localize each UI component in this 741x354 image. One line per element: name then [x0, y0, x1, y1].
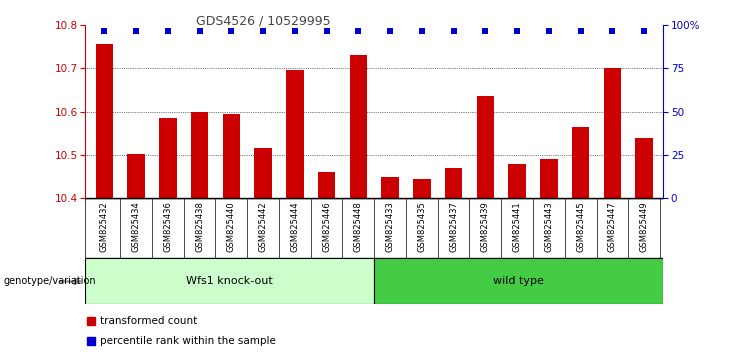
Text: transformed count: transformed count: [99, 316, 197, 326]
Text: GSM825442: GSM825442: [259, 201, 268, 252]
Text: GSM825445: GSM825445: [576, 201, 585, 252]
Bar: [636, 138, 653, 198]
Text: Wfs1 knock-out: Wfs1 knock-out: [186, 276, 273, 286]
Text: genotype/variation: genotype/variation: [4, 276, 96, 286]
Text: GDS4526 / 10529995: GDS4526 / 10529995: [196, 14, 331, 27]
Text: percentile rank within the sample: percentile rank within the sample: [99, 336, 276, 346]
Bar: [191, 112, 208, 198]
Text: GSM825446: GSM825446: [322, 201, 331, 252]
Text: GSM825444: GSM825444: [290, 201, 299, 252]
Text: GSM825435: GSM825435: [417, 201, 426, 252]
Bar: [604, 68, 621, 198]
Text: GSM825439: GSM825439: [481, 201, 490, 252]
Text: GSM825438: GSM825438: [195, 201, 204, 252]
Bar: [286, 70, 304, 198]
Text: GSM825433: GSM825433: [385, 201, 395, 252]
Bar: [159, 118, 176, 198]
Bar: [374, 258, 663, 304]
Text: GSM825443: GSM825443: [545, 201, 554, 252]
Text: wild type: wild type: [494, 276, 544, 286]
Bar: [222, 114, 240, 198]
Text: GSM825448: GSM825448: [353, 201, 363, 252]
Bar: [476, 96, 494, 198]
Text: GSM825449: GSM825449: [639, 201, 648, 252]
Bar: [127, 154, 144, 198]
Bar: [350, 55, 367, 198]
Bar: [572, 127, 589, 198]
Bar: [413, 179, 431, 198]
Text: GSM825434: GSM825434: [131, 201, 141, 252]
Bar: [540, 159, 557, 198]
Bar: [382, 177, 399, 198]
Bar: [508, 164, 526, 198]
Text: GSM825437: GSM825437: [449, 201, 458, 252]
Bar: [318, 172, 335, 198]
Text: GSM825440: GSM825440: [227, 201, 236, 252]
Text: GSM825432: GSM825432: [100, 201, 109, 252]
Bar: [445, 168, 462, 198]
Text: GSM825441: GSM825441: [513, 201, 522, 252]
Bar: [254, 148, 272, 198]
Bar: [96, 44, 113, 198]
Text: GSM825447: GSM825447: [608, 201, 617, 252]
Bar: [85, 258, 374, 304]
Text: GSM825436: GSM825436: [163, 201, 173, 252]
